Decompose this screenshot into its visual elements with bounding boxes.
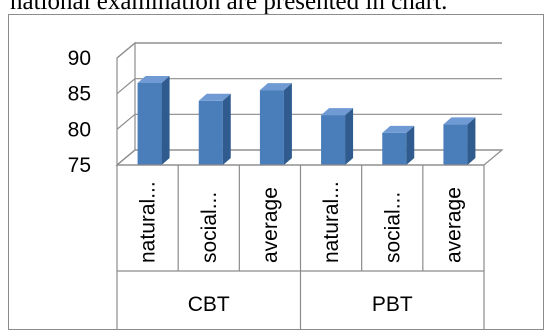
side-wall (116, 41, 136, 167)
gridline (116, 113, 502, 130)
x-tick-label: social... (381, 192, 404, 263)
bar-front (443, 124, 468, 165)
bar-top (443, 117, 476, 125)
bar-front (382, 132, 407, 165)
x-tick-label: natural... (137, 181, 160, 263)
bar-front (259, 90, 284, 165)
x-tick-label: average (442, 187, 465, 263)
bar-top (321, 108, 354, 116)
bar-top (198, 93, 231, 101)
bar (259, 83, 292, 165)
bar (443, 117, 476, 165)
bar-side (161, 75, 170, 165)
bar (321, 108, 354, 165)
bar (137, 75, 170, 165)
group-label: CBT (188, 293, 230, 316)
caption-text: national examination are presented in ch… (10, 0, 448, 15)
bar-side (406, 125, 415, 165)
chart-frame (8, 14, 544, 330)
y-tick-label: 90 (68, 47, 91, 70)
bar-side (222, 93, 231, 165)
y-tick-label: 80 (68, 118, 91, 141)
bar-front (198, 100, 223, 165)
bar-side (283, 83, 292, 165)
y-tick-label: 85 (68, 83, 91, 106)
x-tick-label: social... (198, 192, 221, 263)
bar (382, 125, 415, 165)
x-tick-label: natural... (320, 181, 343, 263)
gridline (116, 149, 502, 166)
bar-side (345, 108, 354, 165)
bar-side (467, 117, 476, 165)
y-tick-label: 75 (68, 154, 91, 177)
bar-front (137, 82, 162, 165)
bar-top (137, 75, 170, 83)
gridline (116, 78, 502, 95)
bar-top (259, 83, 292, 91)
bar-top (382, 125, 415, 133)
bar-front (321, 115, 346, 165)
gridline (116, 42, 502, 59)
bar (198, 93, 231, 165)
group-label: PBT (372, 293, 413, 316)
x-tick-label: average (259, 187, 282, 263)
